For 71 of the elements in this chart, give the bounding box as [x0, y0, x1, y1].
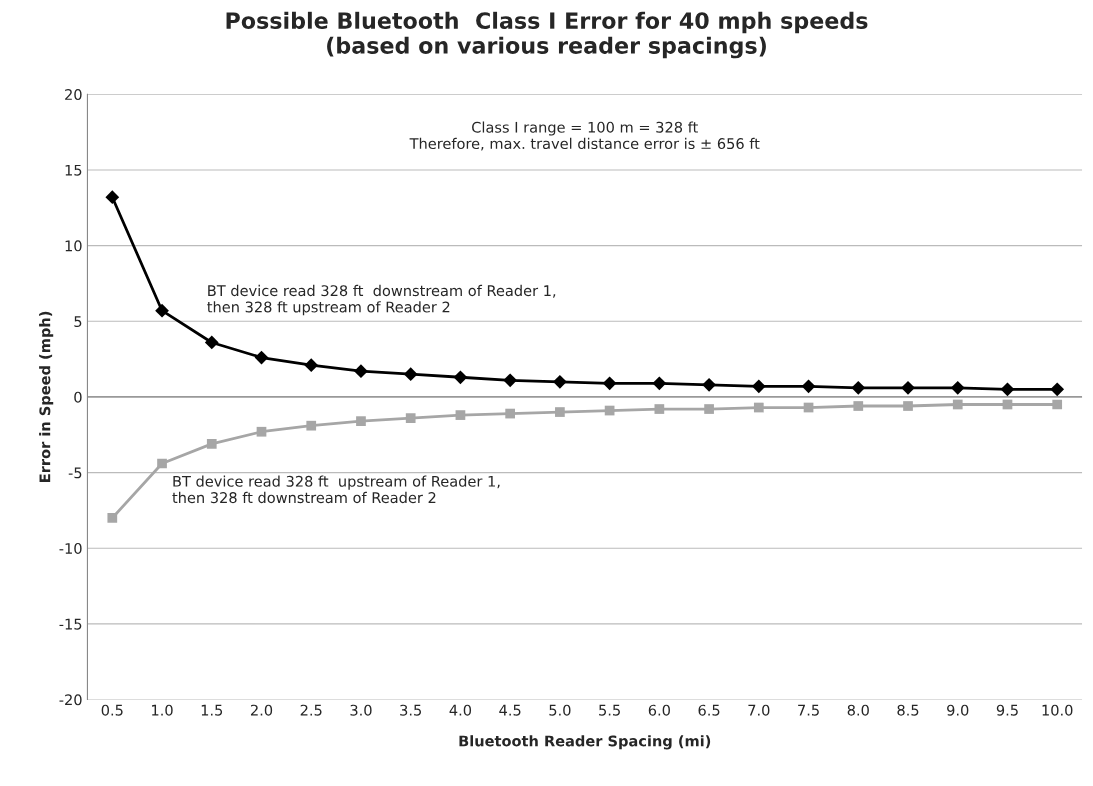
point — [505, 408, 516, 419]
point — [256, 426, 267, 437]
point — [455, 410, 466, 420]
point — [453, 370, 468, 385]
x-tick-label: 7.0 — [748, 704, 770, 716]
point — [602, 376, 617, 391]
x-tick-label: 10.0 — [1042, 704, 1073, 716]
x-tick-label: 9.5 — [996, 704, 1018, 716]
point — [753, 402, 764, 413]
point — [801, 379, 816, 394]
point — [157, 458, 167, 469]
x-tick-label: 8.5 — [897, 704, 919, 716]
x-tick-label: 8.0 — [847, 704, 869, 716]
series-label: BT device read 328 ft downstream of Reader 1, then 328 ft upstream of Reader 2 — [207, 284, 556, 316]
y-tick-label: 10 — [65, 240, 82, 252]
x-axis-title: Bluetooth Reader Spacing (mi) — [459, 735, 711, 750]
x-tick-label: 3.5 — [400, 704, 422, 716]
annotation: Class I range = 100 m = 328 ft Therefore, max. travel distance error is ± 656 ft — [409, 121, 760, 151]
point — [555, 407, 565, 417]
y-tick-label: 5 — [74, 316, 82, 328]
point — [851, 380, 866, 395]
chart-title: Possible Bluetooth Class I Error for 40 mph speeds (based on various reader spacings) — [226, 11, 868, 59]
point — [1000, 382, 1015, 397]
x-tick-label: 7.5 — [798, 704, 819, 716]
x-tick-label: 1.5 — [201, 704, 223, 716]
x-tick-label: 5.5 — [599, 704, 620, 716]
point — [751, 379, 766, 394]
point — [1052, 399, 1063, 410]
point — [304, 358, 319, 373]
y-tick-label: 15 — [65, 164, 82, 176]
y-tick-label: -10 — [59, 542, 82, 554]
y-tick-label: 20 — [65, 89, 82, 101]
point — [306, 420, 317, 431]
x-tick-label: 1.0 — [152, 704, 173, 716]
x-tick-label: 0.5 — [101, 704, 123, 716]
point — [702, 377, 716, 392]
point — [903, 401, 913, 411]
point — [901, 380, 915, 395]
x-tick-label: 2.5 — [300, 704, 322, 716]
point — [356, 416, 366, 426]
point — [105, 190, 120, 205]
point — [654, 404, 665, 414]
x-tick-label: 4.5 — [499, 704, 521, 716]
series-label: BT device read 328 ft upstream of Reader 1, then 328 ft downstream of Reader 2 — [172, 475, 500, 504]
point — [155, 303, 169, 318]
x-tick-label: 9.0 — [947, 704, 969, 716]
point — [206, 438, 217, 449]
point — [553, 374, 567, 389]
point — [950, 380, 965, 395]
y-axis-title: Error in Speed (mph) — [39, 311, 54, 482]
point — [107, 513, 118, 523]
x-tick-label: 2.0 — [250, 704, 273, 716]
x-tick-label: 4.0 — [449, 704, 472, 716]
point — [403, 367, 418, 382]
point — [704, 404, 714, 414]
x-tick-label: 6.5 — [698, 704, 720, 716]
y-tick-label: 0 — [74, 391, 82, 403]
x-tick-label: 6.0 — [648, 704, 670, 716]
y-tick-label: -5 — [68, 467, 82, 479]
x-tick-label: 5.0 — [549, 704, 571, 716]
point — [405, 413, 416, 423]
point — [952, 399, 963, 410]
y-tick-label: -20 — [59, 694, 82, 706]
point — [652, 376, 667, 391]
point — [853, 401, 864, 411]
point — [204, 335, 219, 350]
point — [354, 364, 368, 379]
x-tick-label: 3.0 — [350, 704, 372, 716]
point — [1050, 382, 1065, 397]
point — [503, 373, 518, 388]
y-tick-label: -15 — [59, 618, 82, 630]
